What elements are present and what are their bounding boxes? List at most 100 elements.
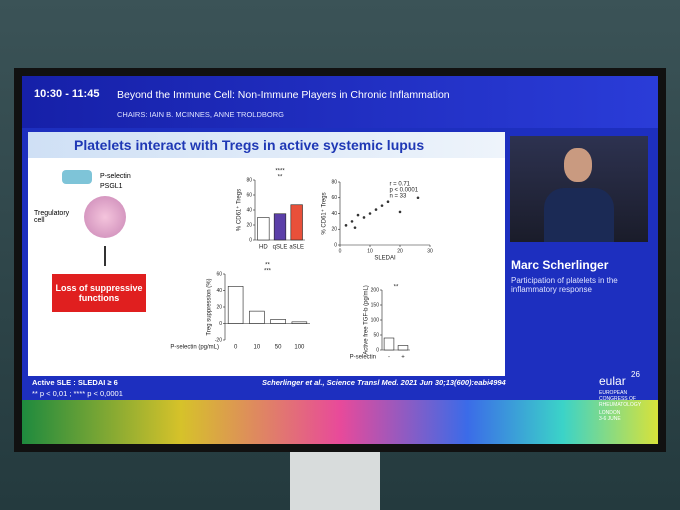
x-tick-label: 20 — [397, 248, 403, 254]
x-tick-label: HD — [259, 245, 268, 251]
y-tick-label: 40 — [246, 207, 252, 213]
x-axis-label: P-selectin (pg/mL) — [170, 345, 219, 351]
bar — [290, 204, 303, 241]
treg-cell — [84, 196, 126, 238]
y-tick-label: 60 — [246, 192, 252, 198]
talk-title: Participation of platelets in the inflam… — [511, 276, 618, 294]
bar — [397, 345, 409, 351]
x-axis-label: SLEDAI — [374, 256, 396, 262]
y-axis-label: Treg suppression (%) — [207, 278, 213, 335]
chairs: CHAIRS: IAIN B. MCINNES, ANNE TROLDBORG — [117, 110, 284, 119]
x-tick-label: - — [388, 355, 390, 361]
session-time: 10:30 - 11:45 — [34, 88, 100, 100]
point — [344, 224, 348, 227]
session-title: Beyond the Immune Cell: Non-Immune Playe… — [117, 89, 450, 101]
y-tick-label: 50 — [373, 332, 379, 338]
y-tick-label: 60 — [331, 195, 337, 201]
x-tick-label: 10 — [367, 248, 373, 254]
y-tick-label: 100 — [371, 317, 380, 323]
bar — [227, 286, 244, 324]
outcome-box: Loss of suppressive functions — [52, 274, 146, 312]
y-axis-label: % CD61⁺ Tregs — [236, 189, 243, 231]
y-tick-label: 20 — [216, 304, 222, 310]
y-tick-label: 20 — [331, 227, 337, 233]
y-tick-label: 0 — [219, 321, 222, 327]
point — [416, 196, 420, 200]
platelet-icon — [62, 170, 92, 184]
x-tick-label: 0 — [234, 345, 238, 351]
point — [380, 204, 384, 207]
bar — [257, 217, 270, 241]
y-axis-label: Active free TGF-b (pg/mL) — [364, 285, 370, 355]
logo-brand: eular — [599, 374, 626, 388]
point — [353, 226, 357, 229]
y-tick-label: 60 — [216, 271, 222, 277]
rainbow — [22, 400, 658, 444]
x-tick-label: qSLE — [273, 245, 288, 251]
y-axis-label: % CD61⁺ Tregs — [321, 192, 328, 234]
speaker-body — [544, 188, 614, 242]
logo-edition: 26 — [631, 370, 640, 379]
header-bar — [22, 76, 658, 128]
significance: ** — [278, 175, 283, 181]
point — [386, 200, 390, 203]
x-tick-label: 50 — [275, 345, 282, 351]
x-tick-label: 0 — [339, 248, 342, 254]
bar — [291, 321, 308, 324]
bar — [270, 319, 286, 324]
x-axis-label: P-selectin — [350, 355, 376, 361]
y-tick-label: 40 — [216, 288, 222, 294]
bar — [273, 213, 287, 241]
point — [350, 220, 354, 223]
speaker-face — [564, 148, 592, 182]
receptor-label: PSGL1 — [100, 183, 123, 190]
x-tick-label: 100 — [294, 345, 305, 351]
footnote: ** p < 0,01 ; **** p < 0,0001 — [32, 389, 123, 398]
outcome-label: Loss of suppressive functions — [55, 283, 143, 303]
cell-label: Tregulatory cell — [34, 210, 70, 224]
y-tick-label: 20 — [246, 222, 252, 228]
point — [362, 216, 366, 219]
y-tick-label: 200 — [371, 287, 380, 293]
x-tick-label: aSLE — [289, 245, 304, 251]
x-tick-label: 10 — [254, 345, 261, 351]
y-tick-label: 40 — [331, 211, 337, 217]
speaker-name: Marc Scherlinger — [511, 258, 609, 272]
point — [356, 213, 360, 217]
y-tick-label: 80 — [331, 179, 337, 185]
y-tick-label: 80 — [246, 177, 252, 183]
x-tick-label: + — [401, 355, 405, 361]
y-tick-label: -20 — [215, 337, 222, 343]
significance: *** — [264, 269, 272, 275]
x-tick-label: 30 — [427, 248, 433, 254]
slide-title: Platelets interact with Tregs in active … — [74, 137, 425, 153]
significance: **** — [275, 169, 285, 175]
y-tick-label: 0 — [334, 242, 337, 248]
display: 10:30 - 11:45 Beyond the Immune Cell: No… — [22, 76, 658, 444]
significance: ** — [394, 285, 399, 291]
slide-title-bar — [28, 132, 505, 158]
stat-label: r = 0.71 — [390, 182, 411, 188]
footer-band — [28, 376, 505, 400]
footnote: Active SLE : SLEDAI ≥ 6 — [32, 378, 118, 387]
logo-line: 3-6 JUNE — [599, 416, 621, 422]
point — [398, 210, 402, 214]
arrow — [104, 246, 106, 266]
significance: ** — [265, 263, 270, 269]
bar — [249, 310, 265, 324]
logo-line: LONDON — [599, 410, 621, 416]
y-tick-label: 0 — [376, 347, 379, 353]
point — [368, 212, 372, 215]
stat-label: n = 33 — [390, 194, 408, 200]
slide — [28, 132, 505, 388]
logo-line: EUROPEAN CONGRESS OF RHEUMATOLOGY — [599, 390, 642, 408]
bar — [383, 337, 395, 351]
point — [374, 208, 378, 211]
stat-label: p < 0.0001 — [390, 188, 419, 194]
stand — [290, 452, 380, 510]
ligand-label: P-selectin — [100, 173, 131, 180]
reference: Scherlinger et al., Science Transl Med. … — [262, 378, 506, 387]
y-tick-label: 0 — [249, 237, 252, 243]
